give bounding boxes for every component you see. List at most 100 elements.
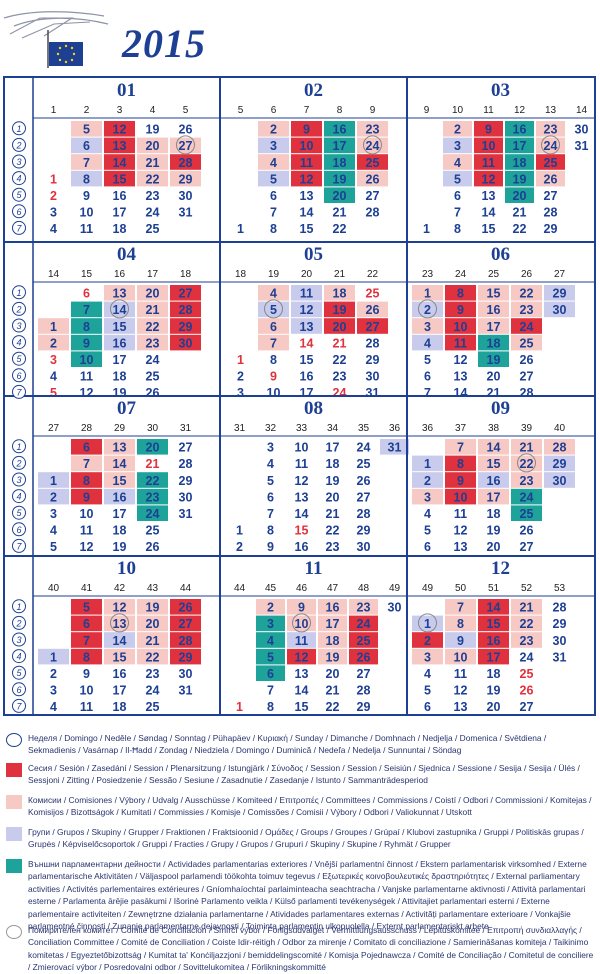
legend-text: Помирителен комитет / Comité de Concilia… [28,925,594,973]
day-number: 3 [424,650,431,664]
day-cell-bg [71,154,102,170]
day-number: 26 [520,684,534,698]
day-number: 20 [333,320,347,334]
day-number: 9 [457,634,464,648]
week-number: 10 [452,105,464,116]
day-number: 13 [300,320,314,334]
day-cell-bg [357,318,388,334]
day-number: 20 [333,189,347,203]
day-number: 24 [357,441,371,455]
week-number: 31 [234,423,246,434]
day-cell-bg [412,632,443,648]
day-number: 7 [424,386,431,400]
day-cell-bg [291,301,322,318]
weekday-marker-number: 3 [16,157,21,167]
weekday-marker-number: 7 [16,701,22,711]
day-number: 27 [520,370,534,384]
day-number: 24 [146,684,160,698]
week-number: 36 [389,423,401,434]
day-cell-bg [258,154,289,170]
day-cell-bg [478,301,509,318]
legend: Неделя / Domingo / Neděle / Søndag / Son… [0,722,600,972]
day-number: 8 [457,617,464,631]
day-number: 25 [357,457,371,471]
day-number: 6 [267,667,274,681]
day-number: 24 [357,617,371,631]
day-number: 1 [50,320,57,334]
day-cell-bg [137,632,168,648]
weekday-marker-number: 5 [16,508,22,518]
day-cell-bg [511,599,542,615]
week-number: 18 [180,269,192,280]
conciliation-circle [363,135,382,155]
day-number: 11 [295,457,308,471]
day-number: 17 [513,139,527,153]
day-number: 21 [513,206,527,220]
day-number: 13 [454,700,468,714]
day-number: 12 [454,684,468,698]
day-number: 29 [553,457,567,471]
day-cell-bg [478,351,509,367]
day-cell-bg [478,488,509,505]
day-cell-bg [445,439,476,455]
day-number: 17 [113,206,127,220]
day-number: 22 [146,474,160,488]
day-number: 14 [113,156,127,170]
day-cell-bg [258,318,289,334]
weekday-marker-circle [12,220,26,235]
weekday-marker-circle [12,455,26,470]
day-number: 11 [80,524,93,538]
day-cell-bg [71,455,102,472]
day-number: 29 [357,524,371,538]
day-number: 13 [300,189,314,203]
day-cell-bg [71,648,102,665]
day-cell-bg [511,334,542,351]
legend-text: Комисии / Comisiones / Výbory / Udvalg /… [28,795,592,818]
day-cell-bg [71,170,102,187]
day-number: 9 [83,336,90,350]
day-cell-bg [478,334,509,351]
day-cell-bg [349,615,378,632]
day-cell-bg [478,455,509,472]
weekday-marker-number: 2 [15,304,21,314]
day-number: 18 [113,524,127,538]
weekday-marker-circle [12,335,26,350]
day-cell-bg [170,318,201,334]
day-cell-bg [324,187,355,203]
day-cell-bg [137,137,168,154]
day-number: 14 [300,206,314,220]
week-number: 3 [117,105,123,116]
day-cell-bg [256,648,285,665]
day-number: 13 [113,287,127,301]
week-number: 44 [180,583,192,594]
week-number: 27 [554,269,566,280]
day-cell-bg [445,318,476,334]
day-cell-bg [324,285,355,301]
week-number: 36 [422,423,434,434]
day-number: 7 [83,303,90,317]
month-title: 07 [117,398,137,419]
day-number: 25 [357,634,371,648]
weekday-marker-number: 1 [16,288,21,298]
day-number: 7 [270,336,277,350]
day-number: 31 [366,386,380,400]
day-number: 25 [146,222,160,236]
day-number: 31 [575,139,589,153]
week-number: 18 [235,269,247,280]
day-number: 21 [146,457,160,471]
day-number: 20 [487,700,501,714]
day-number: 28 [179,303,193,317]
day-number: 13 [454,370,468,384]
day-number: 5 [83,123,90,137]
day-cell-bg [357,154,388,170]
week-number: 13 [545,105,557,116]
day-number: 10 [80,684,94,698]
day-number: 17 [113,507,127,521]
weekday-marker-circle [12,522,26,537]
day-number: 24 [366,139,380,153]
day-cell-bg [170,301,201,318]
day-number: 3 [50,507,57,521]
day-number: 19 [513,172,527,186]
day-cell-bg [256,615,285,632]
weekday-marker-circle [12,384,26,399]
